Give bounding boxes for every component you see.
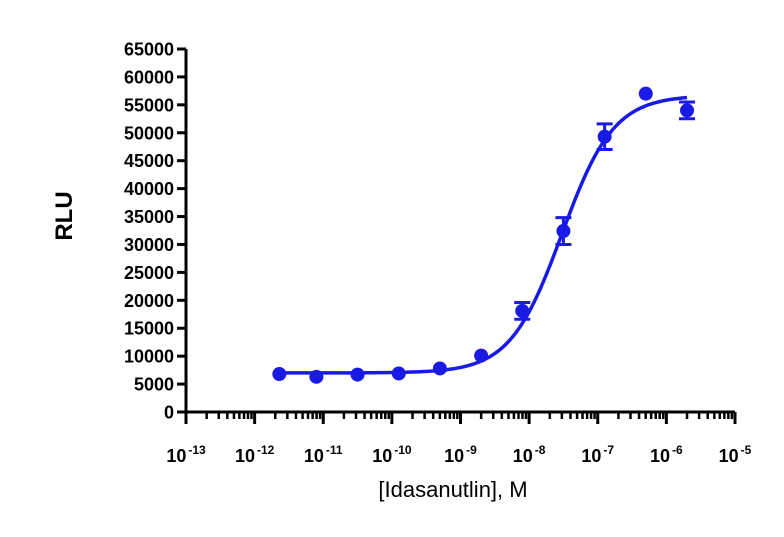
x-tick-label: 10 -11 bbox=[304, 443, 343, 466]
y-tick-label: 60000 bbox=[124, 67, 174, 87]
y-tick-label: 55000 bbox=[124, 95, 174, 115]
data-point bbox=[597, 129, 612, 144]
plot-area bbox=[272, 86, 696, 384]
y-tick-label: 35000 bbox=[124, 207, 174, 227]
x-tick-label: 10 -12 bbox=[235, 443, 275, 466]
y-tick-label: 25000 bbox=[124, 263, 174, 283]
data-point bbox=[391, 366, 406, 381]
x-axis: 10 -13 10 -12 10 -11 10 -10 10 -9 10 -8 10 -7 10 -6 10 -5 bbox=[166, 410, 752, 466]
y-tick-label: 10000 bbox=[124, 347, 174, 367]
x-tick-label: 10 -8 bbox=[513, 443, 546, 466]
data-point bbox=[272, 367, 287, 382]
y-tick-label: 45000 bbox=[124, 151, 174, 171]
x-tick-label: 10 -5 bbox=[719, 443, 752, 466]
y-tick-label: 0 bbox=[164, 403, 174, 423]
data-point bbox=[350, 367, 365, 382]
fit-curve bbox=[279, 95, 688, 375]
data-point bbox=[638, 86, 653, 101]
y-tick-label: 30000 bbox=[124, 235, 174, 255]
x-tick-label: 10 -13 bbox=[166, 443, 206, 466]
y-tick-label: 65000 bbox=[124, 40, 174, 60]
y-tick-label: 15000 bbox=[124, 319, 174, 339]
data-point bbox=[515, 303, 530, 318]
x-tick-label: 10 -10 bbox=[372, 443, 412, 466]
x-tick-label: 10 -9 bbox=[444, 443, 477, 466]
data-point bbox=[556, 224, 571, 239]
x-tick-label: 10 -6 bbox=[650, 443, 683, 466]
data-point bbox=[474, 348, 489, 363]
data-point bbox=[309, 369, 324, 384]
y-axis: 0 5000 10000 15000 20000 25000 30000 35000 40000… bbox=[124, 40, 188, 423]
x-tick-label: 10 -7 bbox=[581, 443, 614, 466]
y-tick-label: 40000 bbox=[124, 179, 174, 199]
y-tick-label: 50000 bbox=[124, 123, 174, 143]
y-axis-label: RLU bbox=[51, 191, 78, 240]
x-axis-label: [Idasanutlin], M bbox=[378, 477, 527, 502]
y-tick-label: 20000 bbox=[124, 291, 174, 311]
data-point bbox=[432, 361, 447, 376]
y-tick-label: 5000 bbox=[134, 375, 174, 395]
data-point bbox=[680, 103, 695, 118]
